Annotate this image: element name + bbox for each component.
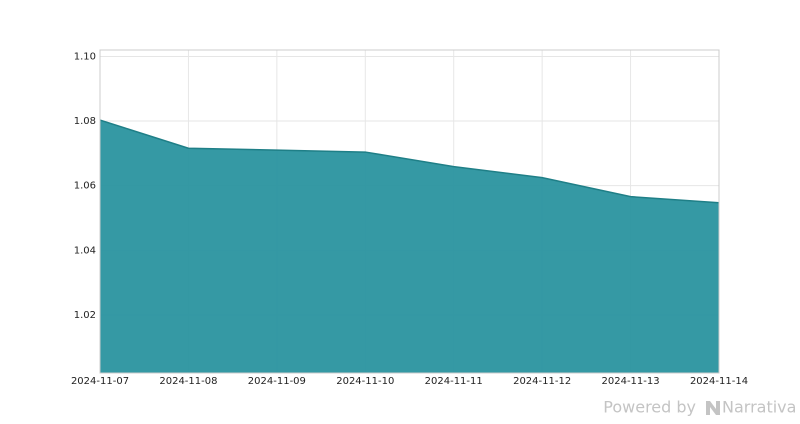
x-tick-label: 2024-11-11: [425, 376, 483, 387]
x-tick-label: 2024-11-13: [602, 376, 660, 387]
y-tick-label: 1.06: [74, 181, 96, 192]
brand: Narrativa: [722, 398, 796, 417]
x-tick-label: 2024-11-12: [513, 376, 571, 387]
area: [100, 120, 719, 373]
area-line: [99, 119, 720, 204]
plot-border: [99, 49, 720, 374]
y-tick-label: 1.08: [74, 116, 96, 127]
x-tick-label: 2024-11-09: [248, 376, 306, 387]
brand-logo: [706, 401, 720, 415]
y-tick-label: 1.04: [74, 245, 96, 256]
x-tick-label: 2024-11-14: [690, 376, 748, 387]
x-tick-label: 2024-11-08: [159, 376, 217, 387]
powered-by: Powered by: [603, 398, 696, 417]
y-tick-label: 1.10: [74, 51, 96, 62]
x-tick-label: 2024-11-10: [336, 376, 394, 387]
y-tick-label: 1.02: [74, 310, 96, 321]
x-tick-label: 2024-11-07: [71, 376, 129, 387]
